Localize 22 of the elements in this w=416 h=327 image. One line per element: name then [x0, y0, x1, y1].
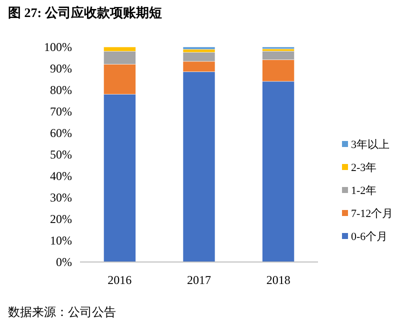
y-tick-label: 20%: [50, 212, 72, 226]
x-tick-label: 2016: [108, 273, 132, 287]
y-tick-label: 0%: [56, 255, 72, 269]
legend-label: 7-12个月: [351, 208, 394, 220]
y-tick-label: 40%: [50, 169, 72, 183]
legend-label: 3年以上: [351, 138, 390, 151]
y-tick-label: 10%: [50, 234, 72, 248]
legend-label: 2-3年: [351, 162, 377, 174]
y-tick-label: 50%: [50, 148, 72, 162]
x-tick-label: 2018: [266, 273, 290, 287]
y-tick-label: 90%: [50, 62, 72, 76]
legend-label: 1-2年: [351, 185, 377, 197]
y-tick-label: 60%: [50, 126, 72, 140]
x-tick-label: 2017: [187, 273, 211, 287]
chart-title: 图 27: 公司应收款项账期短: [8, 5, 162, 20]
y-tick-label: 30%: [50, 190, 72, 204]
y-tick-label: 100%: [44, 40, 72, 54]
y-tick-label: 80%: [50, 83, 72, 97]
source-note: 数据来源：公司公告: [8, 305, 116, 319]
y-tick-label: 70%: [50, 104, 72, 118]
legend-label: 0-6个月: [351, 231, 388, 243]
bar: [182, 46, 216, 50]
